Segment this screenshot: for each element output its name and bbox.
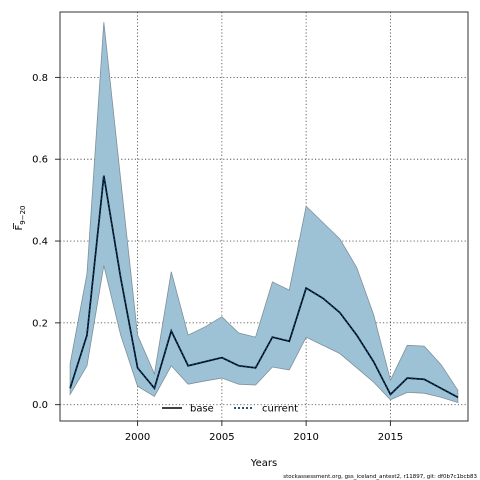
confidence-band bbox=[69, 22, 459, 404]
legend-label-current: current bbox=[262, 404, 298, 415]
y-axis-title-main: F bbox=[14, 225, 25, 231]
confidence-band-area bbox=[69, 22, 459, 404]
y-tick-label: 0.0 bbox=[32, 400, 48, 411]
x-tick-label: 2000 bbox=[125, 432, 150, 443]
y-axis-title: F9−20 bbox=[13, 206, 27, 231]
footer-text: stockassessment.org, gss_iceland_antest2… bbox=[283, 474, 477, 480]
series-line-current bbox=[69, 175, 459, 399]
y-tick-label: 0.6 bbox=[32, 155, 48, 166]
x-tick-label: 2010 bbox=[293, 432, 318, 443]
legend-label-base: base bbox=[190, 404, 214, 415]
y-axis-title-subscript: 9−20 bbox=[19, 206, 27, 225]
svg-text:F9−20: F9−20 bbox=[14, 206, 27, 231]
y-tick-label: 0.2 bbox=[32, 318, 48, 329]
plot-frame bbox=[59, 11, 469, 422]
series-lines bbox=[69, 175, 459, 399]
x-tick-label: 2005 bbox=[209, 432, 234, 443]
x-axis: 2000 2005 2010 2015 bbox=[125, 421, 403, 443]
y-tick-label: 0.4 bbox=[32, 237, 48, 248]
x-axis-title: Years bbox=[250, 458, 277, 469]
y-tick-label: 0.8 bbox=[32, 73, 48, 84]
y-axis: 0.0 0.2 0.4 0.6 0.8 bbox=[32, 73, 60, 411]
x-tick-label: 2015 bbox=[378, 432, 403, 443]
legend: base current bbox=[162, 404, 298, 415]
